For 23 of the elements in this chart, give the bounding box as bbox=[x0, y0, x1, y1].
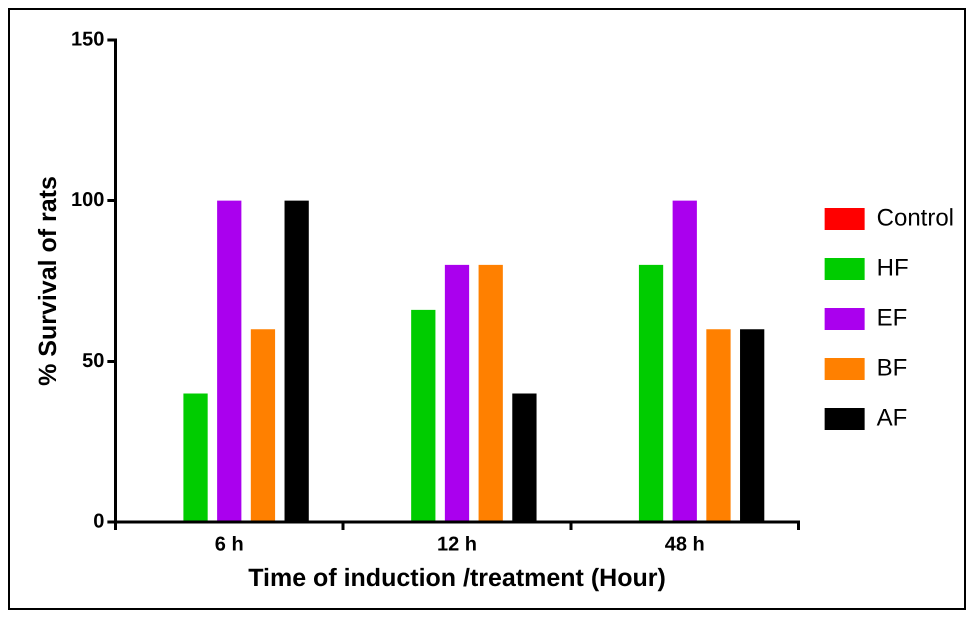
x-axis-title: Time of induction /treatment (Hour) bbox=[248, 564, 666, 592]
bar bbox=[217, 200, 242, 520]
bar bbox=[411, 310, 436, 520]
legend-label: BF bbox=[876, 354, 908, 382]
x-tick-label: 12 h bbox=[436, 534, 478, 556]
x-tick-label: 6 h bbox=[214, 534, 244, 556]
bar bbox=[638, 264, 664, 520]
bar bbox=[183, 393, 208, 520]
legend-label: AF bbox=[876, 404, 908, 432]
legend-label: HF bbox=[876, 254, 909, 282]
bar bbox=[672, 200, 697, 520]
y-tick-label: 100 bbox=[70, 189, 104, 212]
bar bbox=[706, 329, 731, 520]
y-tick-label: 0 bbox=[93, 510, 104, 533]
legend-label: Control bbox=[876, 204, 954, 232]
legend-label: EF bbox=[876, 304, 908, 332]
y-axis-title: % Survival of rats bbox=[34, 176, 62, 386]
y-tick-label: 50 bbox=[82, 350, 104, 372]
x-tick-label: 48 h bbox=[664, 534, 705, 556]
y-tick-label: 150 bbox=[70, 28, 104, 51]
bar bbox=[250, 329, 276, 520]
bar bbox=[444, 264, 470, 520]
bar bbox=[478, 264, 503, 520]
